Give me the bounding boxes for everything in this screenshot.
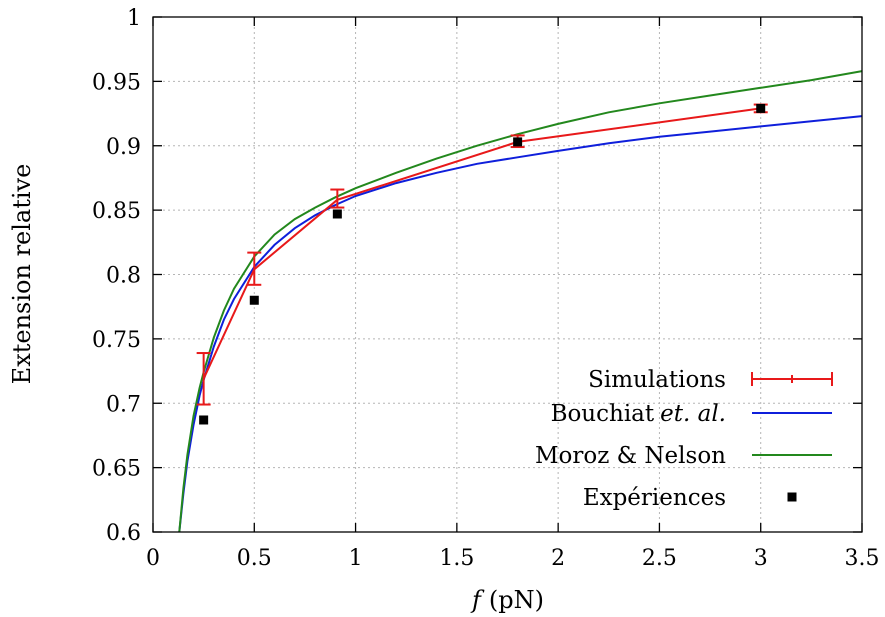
y-tick-label: 0.75 [92,328,141,353]
legend-label-name: Expériences [583,485,726,511]
y-tick-label: 0.95 [92,70,141,95]
x-axis-title: f (pN) [470,586,544,614]
x-tick-label: 2.5 [642,546,677,571]
errorbar [330,188,345,209]
data-point-experience [756,103,766,113]
plot-area [178,70,863,533]
legend-entry: Moroz & Nelson [535,443,832,469]
x-tick-label: 2 [551,546,565,571]
y-tick-label: 0.6 [106,521,141,546]
data-point-experience [199,415,209,425]
legend-label: Bouchiat et. al. [551,401,726,427]
x-tick-label: 3 [754,546,768,571]
legend-label-name: Moroz & Nelson [535,443,726,469]
legend-entry: Bouchiat et. al. [551,401,832,427]
data-point-experience [513,137,523,147]
legend: Simulations Bouchiat et. al. Moroz & Nelson… [535,367,833,511]
y-tick-label: 0.7 [106,392,141,417]
x-axis-unit: (pN) [489,586,544,614]
y-axis-title: Extension relative [8,164,36,385]
x-tick-label: 0.5 [237,546,272,571]
legend-sample-marker [787,492,797,502]
legend-label: Simulations [588,367,726,393]
legend-label: Moroz & Nelson [535,443,726,469]
y-tick-label: 0.85 [92,199,141,224]
y-tick-label: 0.8 [106,264,141,289]
x-tick-label: 0 [146,546,160,571]
legend-label-name: Bouchiat [551,401,655,427]
errorbar [196,352,211,406]
axis-ticks: 0.6 0.65 0.7 0.75 0.8 0.85 0.9 0.95 1 0 0.5 1 1.5 2 2.… [92,6,879,571]
y-tick-label: 0.9 [106,135,141,160]
legend-label-name: Simulations [588,367,726,393]
x-axis-variable: f [470,586,485,614]
legend-label-suffix: et. al. [660,401,726,427]
legend-label: Expériences [583,485,726,511]
x-tick-label: 1.5 [439,546,474,571]
y-tick-label: 0.65 [92,457,141,482]
legend-entry: Expériences [583,485,797,511]
data-point-experience [332,209,342,219]
legend-entry: Simulations [588,367,833,393]
data-point-experience [249,295,259,305]
x-tick-label: 3.5 [845,546,880,571]
series-line-simulations [202,107,761,380]
errorbar [247,251,262,286]
series-line-moroz-nelson [178,70,863,533]
y-tick-label: 1 [127,6,141,31]
series-line-bouchiat [178,115,863,533]
x-tick-label: 1 [349,546,363,571]
